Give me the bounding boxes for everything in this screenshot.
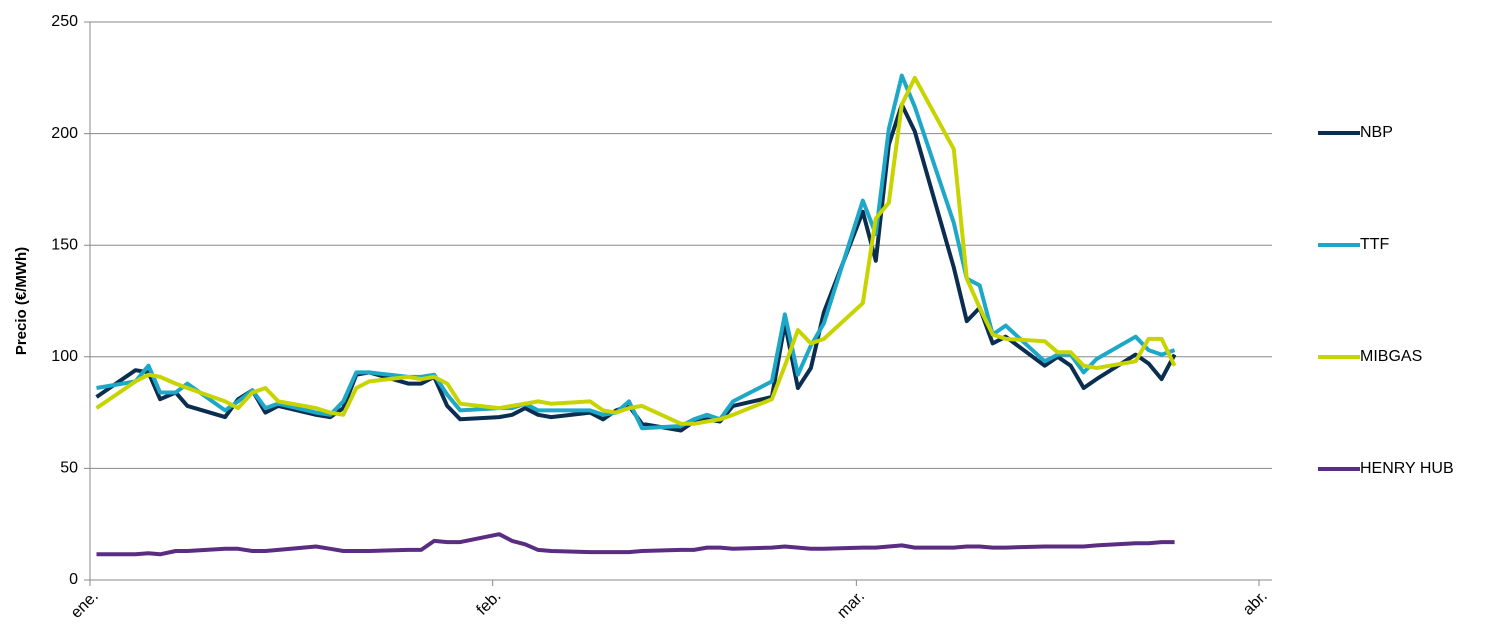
y-tick-label: 250 xyxy=(51,13,78,30)
x-tick-label: feb. xyxy=(474,588,505,619)
legend-label: TTF xyxy=(1360,236,1390,253)
y-axis-label: Precio (€/MWh) xyxy=(13,247,30,355)
legend-label: HENRY HUB xyxy=(1360,460,1454,477)
y-tick-label: 0 xyxy=(69,571,78,588)
x-tick-label: mar. xyxy=(834,588,868,622)
y-tick-label: 200 xyxy=(51,125,78,142)
x-tick-label: ene. xyxy=(68,588,102,622)
series-line xyxy=(95,102,1177,433)
y-tick-label: 50 xyxy=(60,460,78,477)
series-line xyxy=(96,73,1176,431)
legend-label: MIBGAS xyxy=(1360,348,1422,365)
series-line xyxy=(96,532,1175,557)
x-tick-label: abr. xyxy=(1240,588,1271,619)
y-tick-label: 100 xyxy=(51,348,78,365)
legend-label: NBP xyxy=(1360,124,1393,141)
y-tick-label: 150 xyxy=(51,236,78,253)
series-line xyxy=(95,75,1177,426)
